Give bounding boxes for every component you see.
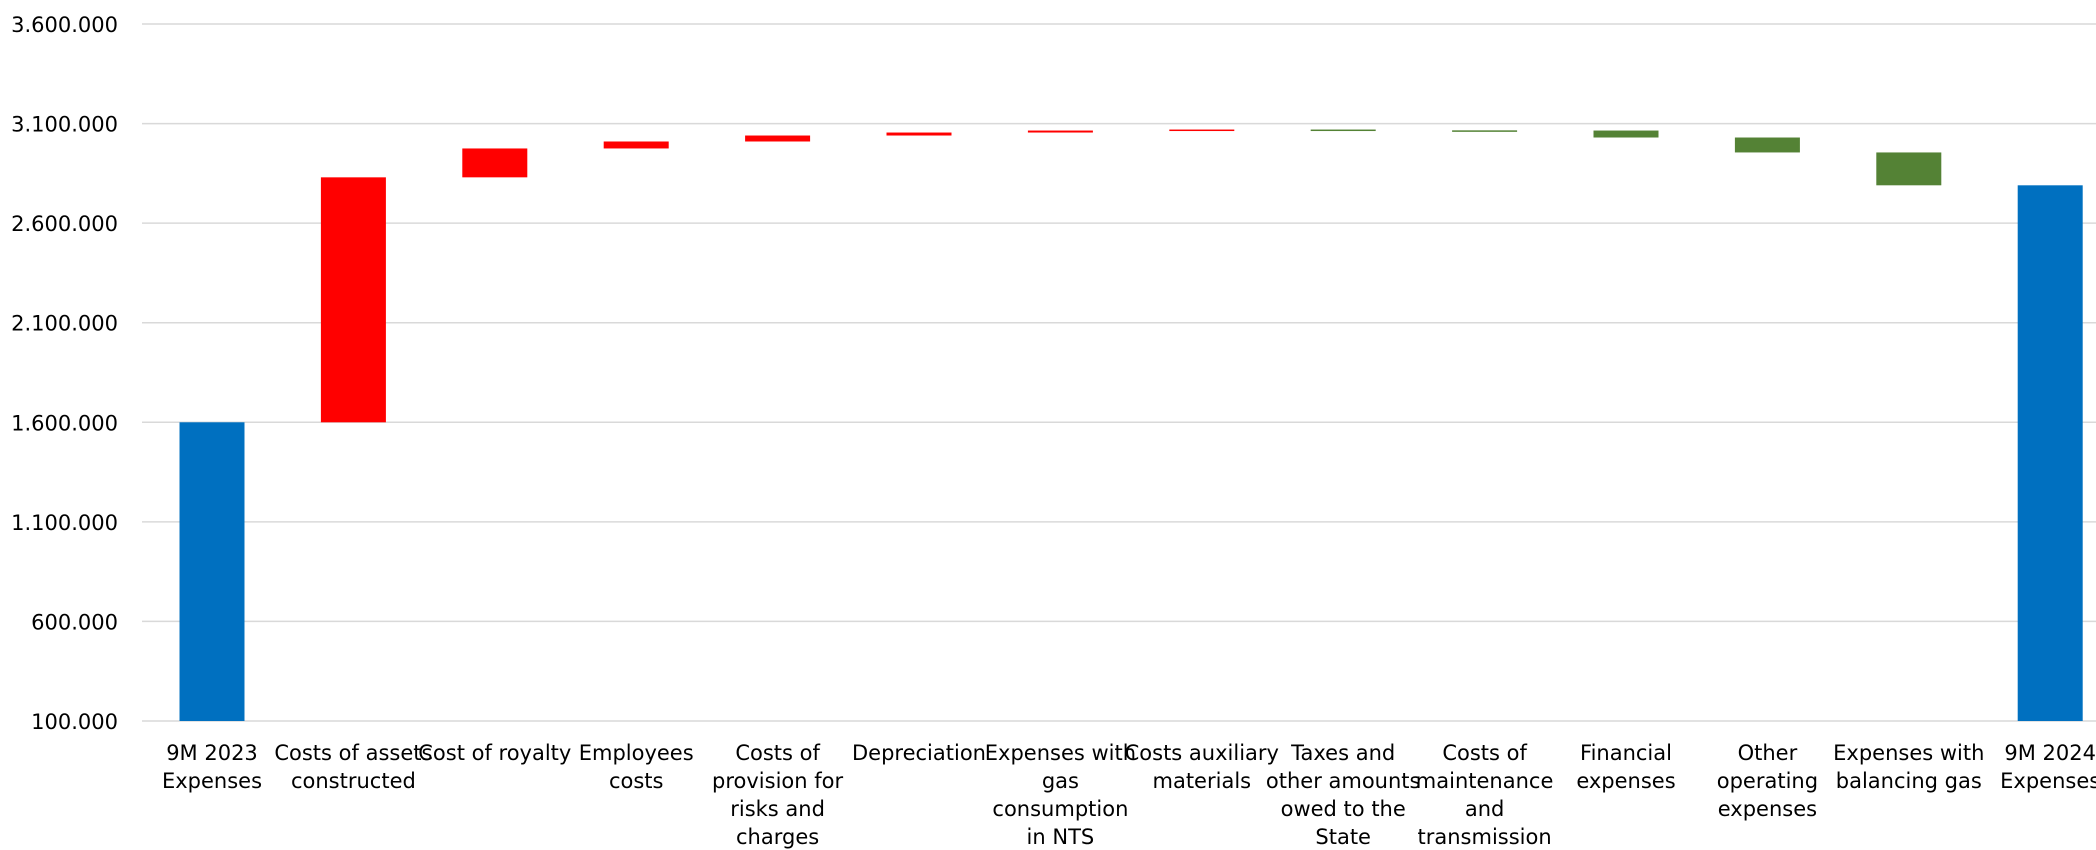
x-category-label-line: operating — [1717, 769, 1818, 793]
bar-increase — [886, 132, 952, 136]
x-category-label-line: Financial — [1580, 741, 1672, 765]
x-category-label-line: expenses — [1718, 797, 1817, 821]
x-category-label-line: costs — [609, 769, 664, 793]
x-category-label-line: risks and — [730, 797, 825, 821]
bar-increase — [462, 148, 528, 178]
x-category-label-line: expenses — [1576, 769, 1675, 793]
y-tick-label: 2.100.000 — [11, 312, 118, 336]
x-category-label-line: Costs of assets — [274, 741, 432, 765]
y-tick-label: 100.000 — [31, 710, 118, 734]
bar-total — [179, 422, 245, 721]
x-category-label-line: constructed — [291, 769, 416, 793]
x-category-label-line: and — [1465, 797, 1505, 821]
x-category-label: Employees costs — [579, 741, 694, 793]
x-category-label-line: 9M 2023 — [166, 741, 258, 765]
y-tick-label: 1.600.000 — [11, 411, 118, 435]
x-category-label: 9M 2023 Expenses — [162, 741, 262, 793]
x-category-label: Costs auxiliary materials — [1125, 741, 1279, 793]
x-category-label: Taxes and other amounts owed to the State — [1266, 741, 1421, 849]
x-category-label: Expenses with gas consumption in NTS — [985, 741, 1136, 849]
x-category-label-line: Employees — [579, 741, 694, 765]
bar-total — [2017, 185, 2083, 721]
x-category-label-line: charges — [736, 825, 819, 849]
y-axis-tick-labels: 100.000 600.000 1.100.000 1.600.000 2.100.00… — [11, 13, 118, 734]
x-category-label-line: Expenses with — [985, 741, 1136, 765]
x-axis-category-labels: 9M 2023 Expenses Costs of assets constructe… — [162, 741, 2096, 849]
x-category-label: Other operating expenses — [1717, 741, 1818, 821]
x-category-label-line: Expenses — [2000, 769, 2096, 793]
x-category-label: Financial expenses — [1576, 741, 1675, 793]
x-category-label-line: Expenses with — [1833, 741, 1984, 765]
x-category-label-line: Costs of — [735, 741, 820, 765]
x-category-label-line: gas — [1042, 769, 1079, 793]
x-category-label-line: in NTS — [1027, 825, 1095, 849]
x-category-label-line: Costs auxiliary — [1125, 741, 1279, 765]
bar-increase — [603, 141, 669, 149]
bar-decrease — [1452, 130, 1518, 132]
bar-increase — [320, 177, 386, 423]
x-category-label-line: Cost of royalty — [418, 741, 571, 765]
x-category-label-line: maintenance — [1416, 769, 1554, 793]
x-category-label-line: materials — [1153, 769, 1252, 793]
y-tick-label: 1.100.000 — [11, 511, 118, 535]
x-category-label-line: transmission — [1418, 825, 1552, 849]
y-tick-label: 3.100.000 — [11, 113, 118, 137]
bar-decrease — [1876, 152, 1942, 186]
bar-increase — [745, 135, 811, 142]
x-category-label-line: Depreciation — [852, 741, 986, 765]
bar-increase — [1169, 129, 1235, 132]
x-category-label: Costs of assets constructed — [274, 741, 432, 793]
bar-decrease — [1734, 137, 1800, 153]
x-category-label-line: State — [1315, 825, 1371, 849]
bar-decrease — [1310, 129, 1376, 132]
x-category-label-line: 9M 2024 — [2004, 741, 2096, 765]
x-category-label: Expenses with balancing gas — [1833, 741, 1984, 793]
y-tick-label: 3.600.000 — [11, 13, 118, 37]
bar-decrease — [1593, 130, 1659, 138]
x-category-label-line: consumption — [992, 797, 1128, 821]
x-category-label-line: other amounts — [1266, 769, 1421, 793]
x-category-label-line: Taxes and — [1290, 741, 1395, 765]
x-category-label-line: Expenses — [162, 769, 262, 793]
x-category-label-line: Other — [1738, 741, 1798, 765]
x-category-label: Costs of maintenance and transmission — [1416, 741, 1554, 849]
x-category-label: Cost of royalty — [418, 741, 571, 765]
x-category-label: Costs of provision for risks and charges — [712, 741, 843, 849]
x-category-label: Depreciation — [852, 741, 986, 765]
bar-increase — [1027, 130, 1093, 133]
x-category-label-line: owed to the — [1281, 797, 1406, 821]
x-category-label-line: balancing gas — [1836, 769, 1982, 793]
x-category-label: 9M 2024 Expenses — [2000, 741, 2096, 793]
bars — [179, 129, 2083, 721]
y-tick-label: 600.000 — [31, 610, 118, 634]
x-category-label-line: Costs of — [1442, 741, 1527, 765]
gridlines — [142, 23, 2096, 722]
x-category-label-line: provision for — [712, 769, 843, 793]
y-tick-label: 2.600.000 — [11, 212, 118, 236]
